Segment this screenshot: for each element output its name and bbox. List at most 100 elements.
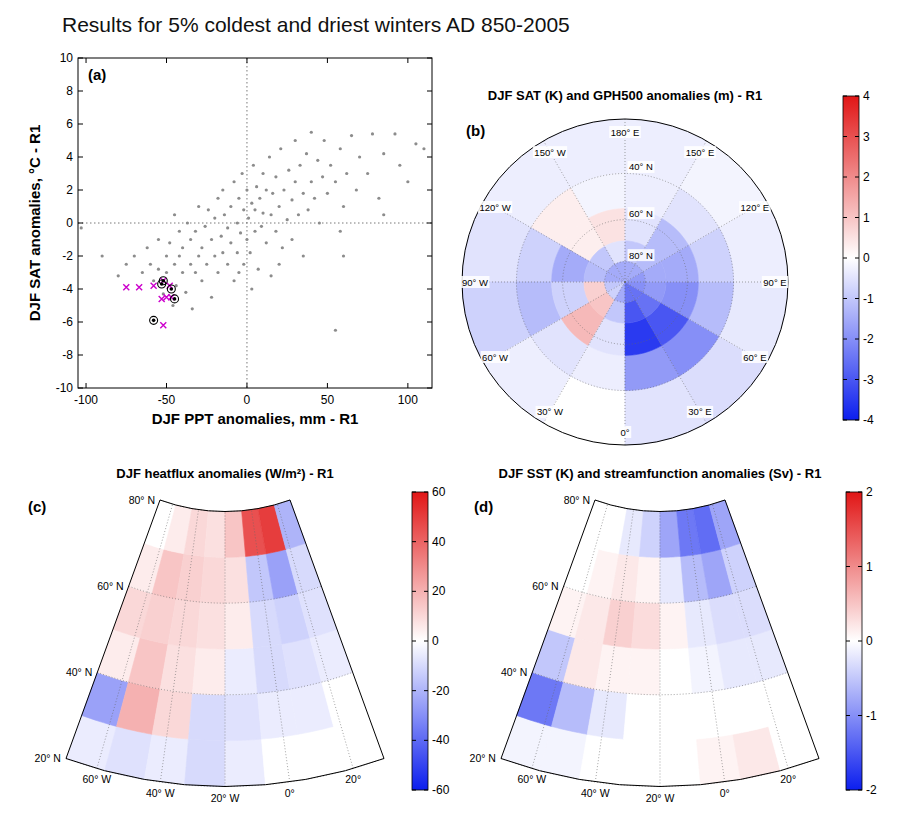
lon-label: 60° E [743, 352, 766, 363]
tick [86, 383, 87, 388]
cell [721, 543, 756, 594]
map-frame [501, 500, 819, 787]
colorbar-tick [846, 790, 850, 791]
point [393, 132, 396, 135]
point-dot [160, 282, 164, 286]
point [258, 197, 261, 200]
cells [66, 500, 384, 787]
tick [327, 58, 328, 63]
cell [274, 500, 306, 549]
tick [407, 58, 408, 63]
tick-label: -10 [56, 381, 74, 395]
tick [78, 388, 83, 389]
cell [620, 739, 661, 786]
point [269, 213, 272, 216]
colorbar-tick [843, 379, 847, 380]
panel-letter: (a) [88, 66, 106, 83]
point [278, 263, 281, 266]
cell [603, 599, 635, 648]
cell [225, 648, 258, 695]
lon-label: 90° W [462, 277, 488, 288]
cell [660, 556, 685, 603]
point [250, 202, 253, 205]
point [232, 180, 235, 183]
point [171, 304, 174, 307]
tick [78, 355, 83, 356]
point [422, 147, 425, 150]
cell [632, 602, 661, 649]
point [371, 132, 374, 135]
point [194, 230, 197, 233]
lon-label: 30° W [537, 406, 563, 417]
cell [225, 739, 266, 786]
point [406, 180, 409, 183]
cell [639, 511, 660, 558]
grid-line [225, 512, 226, 787]
point [294, 139, 297, 142]
grid-line [625, 282, 707, 423]
panel-letter: (c) [28, 498, 46, 515]
point-dot [152, 319, 156, 323]
point [334, 329, 337, 332]
label-patch [481, 351, 510, 363]
tick [407, 383, 408, 388]
point [297, 213, 300, 216]
tick [166, 383, 167, 388]
panel-letter: (d) [474, 498, 493, 515]
point-circled [150, 316, 158, 324]
colorbar-label: 1 [863, 211, 870, 225]
colorbar-tick [846, 566, 850, 567]
lon-label: 40° W [146, 787, 175, 799]
point [339, 147, 342, 150]
point [342, 254, 345, 257]
colorbar-tick [846, 492, 850, 493]
point [290, 238, 293, 241]
colorbar-tick [855, 379, 859, 380]
tick [78, 91, 83, 92]
point [242, 208, 245, 211]
colorbar-tick [858, 715, 862, 716]
colorbar-label: -60 [432, 783, 450, 797]
point [298, 164, 301, 167]
colorbar-tick [424, 790, 428, 791]
point [205, 263, 208, 266]
cell [588, 318, 625, 356]
lon-label: 60° W [517, 773, 546, 785]
tick-label: 2 [66, 183, 73, 197]
lat-label: 60° N [97, 580, 123, 592]
point [268, 155, 271, 158]
cell [144, 734, 188, 784]
point-ring [158, 280, 166, 288]
label-patch [609, 126, 641, 138]
colorbar-label: 2 [863, 170, 870, 184]
lon-label: 90° E [763, 277, 786, 288]
colorbar-label: 3 [863, 130, 870, 144]
lon-label: 40° W [581, 787, 610, 799]
point [191, 307, 194, 310]
point [216, 197, 219, 200]
point [213, 254, 216, 257]
tick [427, 355, 432, 356]
cell [201, 556, 226, 603]
lat-label: 40° N [66, 666, 92, 678]
point [207, 208, 210, 211]
cells [501, 500, 819, 787]
point [152, 279, 155, 282]
cell [168, 599, 200, 648]
colorbar-tick [424, 492, 428, 493]
tick [78, 124, 83, 125]
map-labels: 180° E150° E120° E90° E60° E30° E0°30° W… [461, 126, 789, 438]
point [355, 188, 358, 191]
lat-label: 80° N [129, 494, 155, 506]
cell [225, 556, 250, 603]
point [250, 287, 253, 290]
point [210, 238, 213, 241]
point [274, 175, 277, 178]
point [329, 164, 332, 167]
point [173, 263, 176, 266]
colorbar-tick [855, 298, 859, 299]
lon-label: 150° W [534, 147, 565, 158]
label-patch [461, 276, 490, 288]
tick [78, 256, 83, 257]
graticule [462, 119, 788, 445]
